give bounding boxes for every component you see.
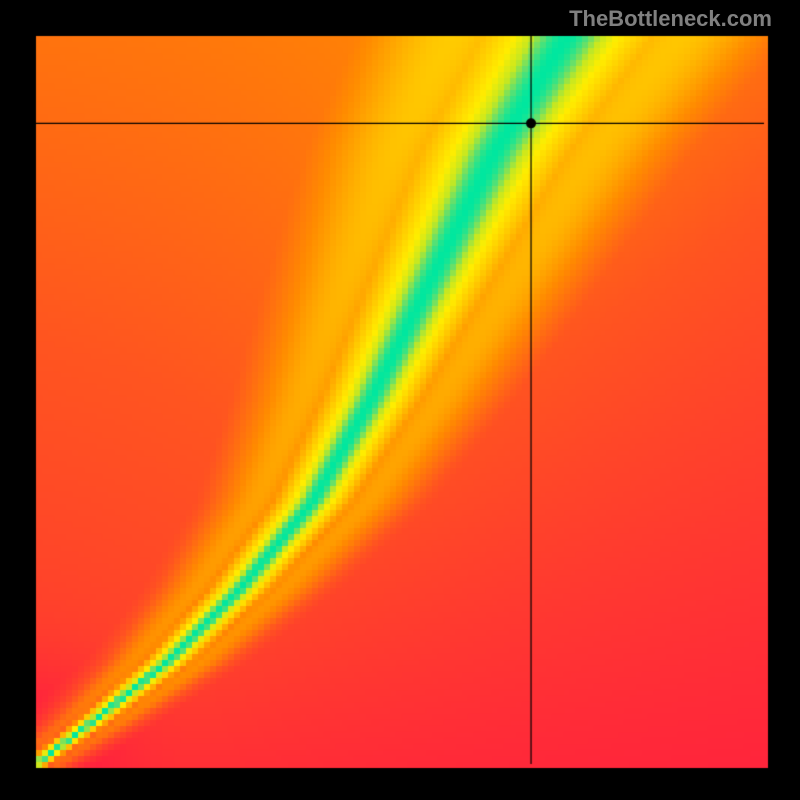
watermark-text: TheBottleneck.com — [569, 6, 772, 32]
bottleneck-heatmap — [0, 0, 800, 800]
